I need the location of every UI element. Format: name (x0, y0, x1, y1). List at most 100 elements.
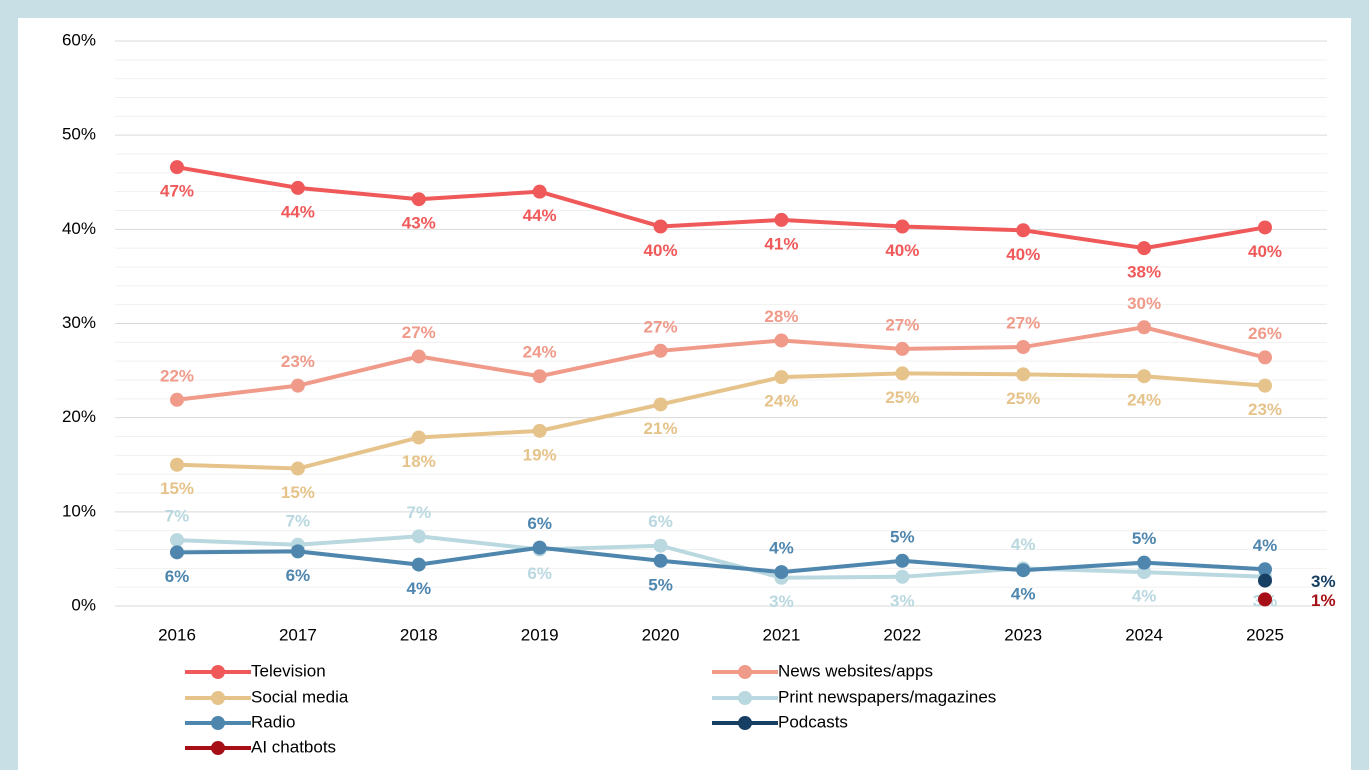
legend-label: Television (251, 661, 326, 680)
series-marker (170, 457, 184, 472)
series-marker (290, 544, 305, 559)
data-label: 27% (1006, 314, 1040, 333)
data-label: 40% (644, 241, 678, 260)
data-label: 25% (1006, 389, 1040, 408)
series-marker (895, 219, 910, 234)
data-label: 26% (1248, 324, 1282, 343)
legend-marker (211, 665, 225, 679)
data-label: 28% (764, 307, 798, 326)
data-label: 40% (885, 241, 919, 260)
series-marker (411, 529, 426, 544)
legend-marker (211, 716, 225, 730)
series-marker (1137, 241, 1152, 256)
series-marker (774, 212, 789, 227)
data-label: 4% (1253, 536, 1278, 555)
series-marker (895, 341, 910, 356)
series-line (176, 325, 1266, 402)
series-marker (532, 184, 547, 199)
legend-marker (738, 665, 752, 679)
data-label: 43% (402, 214, 436, 233)
data-label: 23% (1248, 400, 1282, 419)
data-label: 24% (764, 392, 798, 411)
data-label: 24% (1127, 391, 1161, 410)
data-label: 22% (160, 366, 194, 385)
y-tick-label: 50% (62, 125, 96, 144)
data-label: 21% (644, 419, 678, 438)
data-label: 4% (1011, 535, 1036, 554)
series-line (176, 371, 1266, 471)
x-tick-label: 2023 (1004, 625, 1042, 644)
legend-marker (738, 691, 752, 705)
x-tick-label: 2019 (521, 625, 559, 644)
data-label: 40% (1248, 242, 1282, 261)
data-label: 7% (406, 503, 431, 522)
data-label: 5% (1132, 529, 1157, 548)
series-marker (1137, 555, 1152, 570)
data-label: 27% (402, 323, 436, 342)
data-label: 25% (885, 388, 919, 407)
series-marker (170, 533, 184, 548)
data-label: 38% (1127, 263, 1161, 282)
series-marker (290, 180, 305, 195)
data-label: 3% (769, 592, 794, 611)
legend-marker (211, 741, 225, 755)
data-label: 5% (648, 575, 673, 594)
series-marker (653, 343, 668, 358)
data-label: 15% (281, 483, 315, 502)
series-marker (1016, 563, 1031, 578)
data-label: 27% (885, 315, 919, 334)
data-label: 15% (160, 479, 194, 498)
series-marker (774, 333, 789, 348)
series-marker (1016, 340, 1031, 355)
legend-marker (738, 716, 752, 730)
series-marker (653, 553, 668, 568)
series-marker (1258, 562, 1272, 577)
data-label: 18% (402, 452, 436, 471)
x-tick-label: 2016 (158, 625, 196, 644)
data-label: 6% (527, 564, 552, 583)
y-tick-label: 60% (62, 30, 96, 49)
series-marker (411, 192, 426, 207)
data-label: 23% (281, 352, 315, 371)
data-label: 6% (527, 514, 552, 533)
series-marker (1137, 369, 1152, 384)
series-marker (290, 378, 305, 393)
series-marker (170, 160, 184, 175)
series-marker (895, 569, 910, 584)
legend-label: News websites/apps (778, 661, 933, 680)
data-label: 5% (890, 527, 915, 546)
series-line (176, 545, 1266, 575)
series-marker (170, 392, 184, 407)
y-tick-label: 0% (71, 595, 96, 614)
series-marker (1258, 592, 1272, 607)
data-label: 7% (165, 507, 190, 526)
series-marker (774, 565, 789, 580)
series-line (176, 165, 1266, 251)
y-tick-label: 10% (62, 501, 96, 520)
data-label: 4% (769, 539, 794, 558)
series-marker (653, 219, 668, 234)
series-marker (532, 423, 547, 438)
data-label: 44% (281, 202, 315, 221)
legend-label: Radio (251, 712, 295, 731)
data-label: 47% (160, 182, 194, 201)
x-tick-label: 2017 (279, 625, 317, 644)
data-label: 6% (648, 512, 673, 531)
series-marker (411, 349, 426, 364)
legend-label: Print newspapers/magazines (778, 687, 996, 706)
legend-label: Social media (251, 687, 349, 706)
series-marker (895, 366, 910, 381)
x-tick-label: 2024 (1125, 625, 1163, 644)
x-tick-label: 2018 (400, 625, 438, 644)
series-marker (290, 461, 305, 476)
legend-marker (211, 691, 225, 705)
legend-label: Podcasts (778, 712, 848, 731)
series-marker (1258, 573, 1272, 588)
data-label: 1% (1311, 591, 1336, 610)
series-marker (1258, 378, 1272, 393)
x-tick-label: 2025 (1246, 625, 1284, 644)
series-marker (895, 553, 910, 568)
series-marker (411, 430, 426, 445)
series-marker (1016, 223, 1031, 238)
